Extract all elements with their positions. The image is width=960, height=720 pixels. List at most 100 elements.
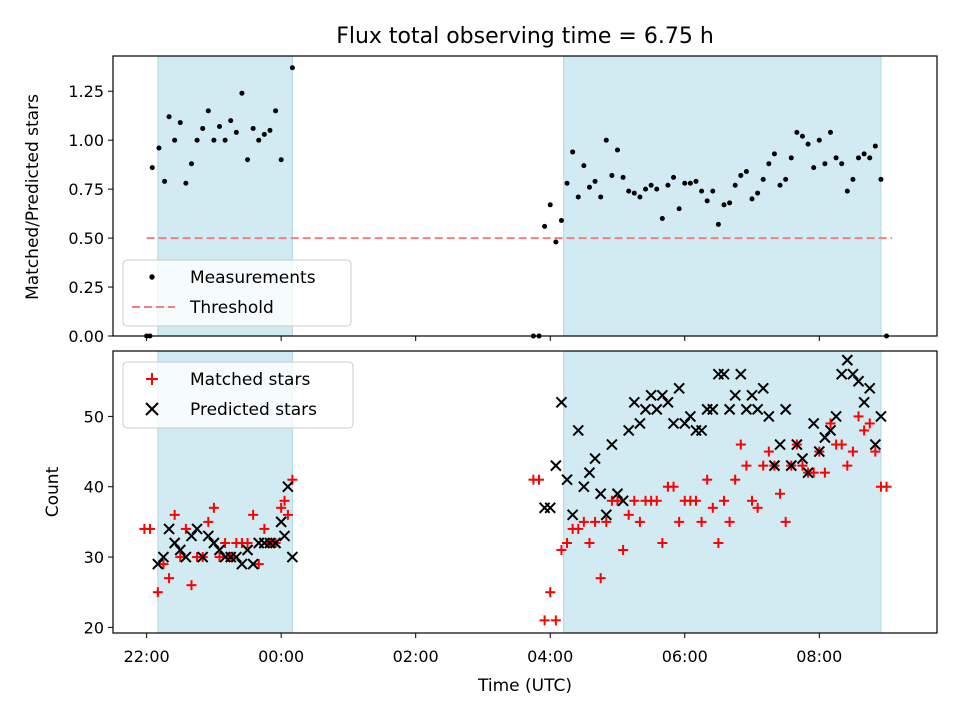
measurement-point xyxy=(558,217,564,223)
predicted-star-point xyxy=(813,445,825,458)
predicted-star-point xyxy=(572,424,584,437)
top-y-tick-label: 1.00 xyxy=(68,131,104,150)
measurement-point xyxy=(715,221,721,227)
measurement-point xyxy=(788,155,794,161)
matched-star-point xyxy=(696,516,707,527)
predicted-star-point xyxy=(723,403,736,416)
bottom-legend: Matched stars Predicted stars xyxy=(122,361,354,429)
cross-b xyxy=(544,502,556,514)
matched-star-point xyxy=(713,537,724,548)
measurement-point xyxy=(816,137,822,143)
top-y-tick-label: 1.25 xyxy=(68,82,104,101)
matched-star-point xyxy=(741,460,752,471)
measurement-point xyxy=(687,180,693,186)
matched-star-point xyxy=(674,516,685,527)
measurement-point xyxy=(878,176,884,182)
predicted-star-point xyxy=(163,523,175,535)
predicted-star-point xyxy=(639,403,652,416)
predicted-star-point xyxy=(191,523,203,535)
predicted-star-point xyxy=(768,459,781,472)
predicted-star-point xyxy=(740,403,753,416)
predicted-star-point xyxy=(168,537,181,549)
matched-star-point xyxy=(780,516,791,527)
cross-b xyxy=(152,558,164,570)
matched-star-point xyxy=(690,495,701,506)
matched-star-point xyxy=(668,481,679,492)
predicted-star-point xyxy=(864,382,876,394)
cross-b xyxy=(830,410,842,423)
matched-star-point xyxy=(578,516,589,527)
top-axes-frame xyxy=(112,55,938,337)
matched-star-point xyxy=(279,495,290,506)
predicted-star-point xyxy=(208,537,220,549)
cross-b xyxy=(858,396,870,409)
measurement-point xyxy=(586,184,592,190)
predicted-star-point xyxy=(278,530,291,542)
predicted-star-point xyxy=(566,509,579,521)
cross-b xyxy=(583,466,596,479)
measurement-point xyxy=(172,137,178,143)
matched-star-point xyxy=(634,516,645,527)
measurement-point xyxy=(626,188,632,194)
top-panel: 0.00 0.25 0.50 0.75 1.00 1.25 xyxy=(68,55,938,346)
bottom-y-tick-label: 30 xyxy=(84,548,104,567)
measurement-point xyxy=(575,194,581,200)
measurement-point xyxy=(233,129,239,135)
cross-b xyxy=(191,523,203,535)
matched-star-point xyxy=(550,615,561,626)
cross-b xyxy=(286,551,299,563)
matched-star-point xyxy=(651,495,662,506)
legend-matched-marker xyxy=(146,373,158,385)
cross-b xyxy=(589,452,601,465)
predicted-star-point xyxy=(679,417,691,430)
predicted-star-point xyxy=(561,473,573,486)
top-y-tick-label: 0.50 xyxy=(68,229,104,248)
top-legend: Measurements Threshold xyxy=(122,259,352,327)
predicted-star-point xyxy=(673,382,685,394)
legend-measurements-marker xyxy=(149,274,155,280)
x-tick-label: 00:00 xyxy=(258,647,304,666)
predicted-star-point xyxy=(152,558,164,570)
measurement-point xyxy=(710,188,716,194)
predicted-star-point xyxy=(875,410,887,423)
measurement-point xyxy=(777,182,783,188)
cross-b xyxy=(639,403,652,416)
matched-star-point xyxy=(870,446,881,457)
matched-star-point xyxy=(545,587,556,598)
measurement-point xyxy=(156,145,162,151)
measurement-point xyxy=(732,182,738,188)
x-axis-label: Time (UTC) xyxy=(477,676,572,696)
cross-b xyxy=(611,488,624,500)
measurement-point xyxy=(217,123,223,129)
predicted-star-point xyxy=(802,466,814,479)
measurement-point xyxy=(273,108,279,114)
matched-star-point xyxy=(556,545,567,556)
x-tick-label: 06:00 xyxy=(662,647,708,666)
predicted-star-point xyxy=(282,481,294,493)
measurement-point xyxy=(581,163,587,169)
measurement-point xyxy=(278,157,284,163)
cross-b xyxy=(550,459,562,472)
predicted-star-point xyxy=(578,481,590,493)
predicted-star-point xyxy=(651,403,663,416)
cross-b xyxy=(236,558,248,570)
measurement-point xyxy=(211,137,217,143)
matched-star-point xyxy=(259,523,270,534)
cross-b xyxy=(202,530,214,542)
cross-b xyxy=(617,495,629,507)
measurement-point xyxy=(861,151,867,157)
measurement-point xyxy=(654,186,660,192)
measurement-point xyxy=(704,198,710,204)
cross-b xyxy=(185,530,198,542)
measurement-point xyxy=(794,129,800,135)
x-tick-label: 04:00 xyxy=(527,647,573,666)
matched-star-point xyxy=(758,460,769,471)
measurement-point xyxy=(766,161,772,167)
cross-b xyxy=(168,537,181,549)
matched-star-point xyxy=(842,460,853,471)
measurement-point xyxy=(805,141,811,147)
cross-b xyxy=(282,481,294,493)
predicted-star-point xyxy=(196,551,209,563)
cross-b xyxy=(622,424,635,437)
